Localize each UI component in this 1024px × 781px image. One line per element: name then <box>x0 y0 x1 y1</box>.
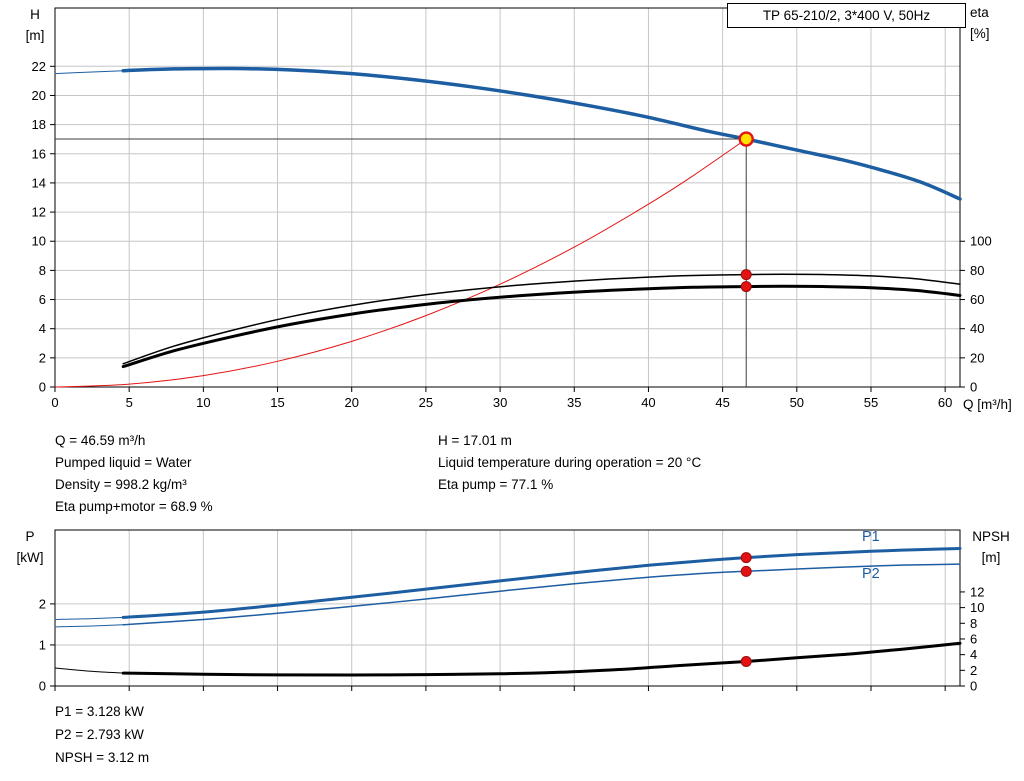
info-line-eta-total: Eta pump+motor = 68.9 % <box>55 499 213 514</box>
chart-title-box: TP 65-210/2, 3*400 V, 50Hz <box>727 3 966 28</box>
plot-frame <box>54 7 961 388</box>
tick-label-left: 2 <box>39 596 46 611</box>
p-axis-label: P <box>25 529 35 544</box>
curve-npsh-curve-lead <box>54 667 124 674</box>
operating-dot-marker <box>740 281 752 293</box>
tick-label-x: 40 <box>641 395 655 410</box>
tick-label-x: 0 <box>51 395 58 410</box>
tick-label-left: 1 <box>39 637 46 652</box>
tick-label-left: 12 <box>32 205 46 220</box>
tick-label-left: 22 <box>32 59 46 74</box>
info-line-temperature: Liquid temperature during operation = 20… <box>438 455 702 470</box>
tick-label-x: 35 <box>567 395 581 410</box>
info-line-liquid: Pumped liquid = Water <box>55 455 192 470</box>
operating-dot-marker <box>740 552 752 564</box>
tick-label-right: 10 <box>970 600 984 615</box>
tick-label-right: 2 <box>970 663 977 678</box>
curve-p2-curve <box>122 563 961 626</box>
info-line-eta-pump: Eta pump = 77.1 % <box>438 477 554 492</box>
curve-head-curve <box>121 66 962 201</box>
duty-info-right-column: H = 17.01 m Liquid temperature during op… <box>438 430 701 496</box>
eta-axis-label: eta <box>970 5 989 20</box>
tick-label-left: 14 <box>32 175 46 190</box>
tick-label-left: 4 <box>39 321 46 336</box>
tick-label-left: 0 <box>39 380 46 395</box>
p2-series-label: P2 <box>862 566 880 582</box>
top-right-axis-title: eta [%] <box>970 2 1022 44</box>
duty-info-left-column: Q = 46.59 m³/h Pumped liquid = Water Den… <box>55 430 213 518</box>
info-line-npsh: NPSH = 3.12 m <box>55 750 150 765</box>
tick-label-left: 20 <box>32 88 46 103</box>
tick-label-left: 6 <box>39 292 46 307</box>
npsh-axis-unit: [m] <box>981 550 1001 565</box>
bottom-left-axis-title: P [kW] <box>7 526 53 568</box>
x-axis-title: Q [m³/h] <box>963 397 1012 412</box>
npsh-axis-label: NPSH <box>972 529 1010 544</box>
tick-label-right: 12 <box>970 584 984 599</box>
tick-label-x: 20 <box>344 395 358 410</box>
tick-label-right: 40 <box>970 321 984 336</box>
tick-label-left: 8 <box>39 263 46 278</box>
eta-axis-unit: [%] <box>970 26 990 41</box>
tick-label-x: 25 <box>419 395 433 410</box>
operating-dot-marker <box>740 565 752 577</box>
tick-label-left: 2 <box>39 350 46 365</box>
tick-label-right: 20 <box>970 350 984 365</box>
h-axis-unit: [m] <box>25 28 45 43</box>
h-axis-label: H <box>30 7 40 22</box>
curve-p1-curve-lead <box>54 616 124 620</box>
curve-affinity-parabola <box>54 138 747 388</box>
tick-label-x: 15 <box>270 395 284 410</box>
info-line-density: Density = 998.2 kg/m³ <box>55 477 187 492</box>
power-info-block: P1 = 3.128 kW P2 = 2.793 kW NPSH = 3.12 … <box>55 700 149 769</box>
tick-label-left: 0 <box>39 679 46 694</box>
info-line-p2: P2 = 2.793 kW <box>55 727 144 742</box>
curve-eta-pump-curve <box>122 273 961 365</box>
tick-label-right: 6 <box>970 631 977 646</box>
curve-p1-curve <box>121 547 962 619</box>
tick-label-x: 45 <box>715 395 729 410</box>
tick-label-right: 60 <box>970 292 984 307</box>
top-left-axis-title: H [m] <box>12 4 58 46</box>
tick-label-x: 55 <box>864 395 878 410</box>
duty-point-marker <box>738 131 754 147</box>
tick-label-left: 16 <box>32 146 46 161</box>
tick-label-left: 18 <box>32 117 46 132</box>
tick-label-right: 0 <box>970 380 977 395</box>
tick-label-right: 80 <box>970 263 984 278</box>
curve-eta-pump-motor-curve <box>121 284 962 369</box>
tick-label-x: 5 <box>126 395 133 410</box>
curve-npsh-curve <box>121 641 962 677</box>
info-line-p1: P1 = 3.128 kW <box>55 704 144 719</box>
bottom-right-axis-title: NPSH [m] <box>964 526 1018 568</box>
operating-dot-marker <box>740 269 752 281</box>
p-axis-unit: [kW] <box>16 550 44 565</box>
tick-label-right: 0 <box>970 679 977 694</box>
info-line-h: H = 17.01 m <box>438 433 512 448</box>
tick-label-x: 10 <box>196 395 210 410</box>
info-line-q: Q = 46.59 m³/h <box>55 433 146 448</box>
tick-label-right: 100 <box>970 234 992 249</box>
operating-dot-marker <box>740 656 752 668</box>
tick-label-x: 60 <box>938 395 952 410</box>
curve-p2-curve-lead <box>54 624 124 628</box>
tick-label-x: 30 <box>493 395 507 410</box>
tick-label-right: 8 <box>970 616 977 631</box>
tick-label-x: 50 <box>790 395 804 410</box>
p1-series-label: P1 <box>862 529 880 545</box>
curve-head-curve-lead <box>54 70 124 75</box>
tick-label-left: 10 <box>32 234 46 249</box>
tick-label-right: 4 <box>970 647 977 662</box>
